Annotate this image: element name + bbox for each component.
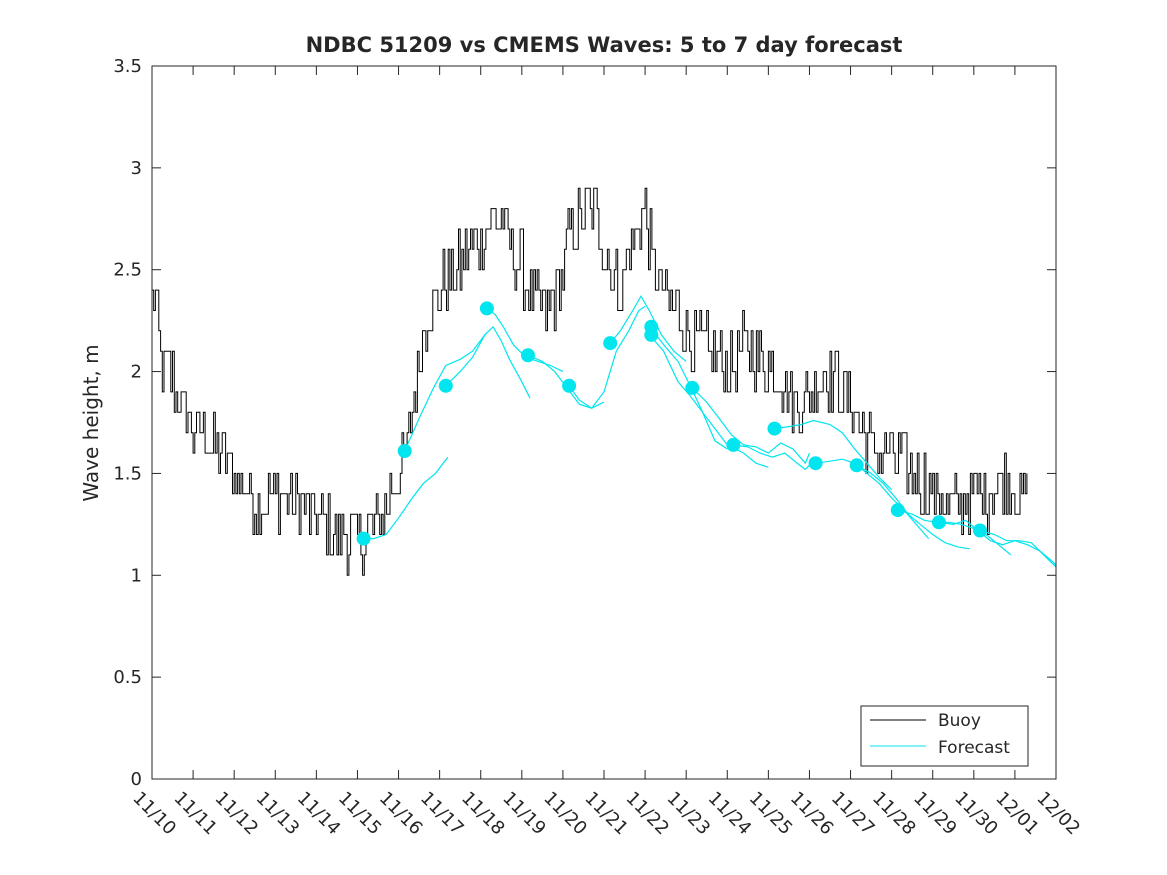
x-tick-label: 11/13 bbox=[252, 788, 304, 840]
x-tick-label: 11/16 bbox=[375, 788, 427, 840]
forecast-start-marker bbox=[603, 336, 618, 351]
forecast-line bbox=[691, 387, 811, 465]
forecast-start-marker bbox=[562, 378, 577, 393]
legend-buoy-label: Buoy bbox=[938, 711, 981, 731]
x-tick-label: 12/02 bbox=[1032, 788, 1084, 840]
forecast-line bbox=[363, 456, 449, 540]
y-tick-label: 1 bbox=[131, 565, 142, 586]
y-tick-label: 3 bbox=[131, 158, 142, 179]
x-tick-label: 11/23 bbox=[663, 788, 715, 840]
forecast-line bbox=[486, 307, 564, 373]
forecast-series-group bbox=[363, 294, 1057, 568]
buoy-line bbox=[152, 187, 1028, 576]
forecast-marker-group bbox=[356, 301, 987, 546]
forecast-start-marker bbox=[931, 515, 946, 530]
x-tick-label: 11/29 bbox=[909, 788, 961, 840]
forecast-line bbox=[733, 444, 819, 471]
plot-background bbox=[152, 66, 1056, 779]
forecast-line bbox=[404, 334, 486, 452]
x-tick-label: 11/18 bbox=[457, 788, 509, 840]
y-tick-label: 2.5 bbox=[113, 260, 142, 281]
x-tick-label: 11/25 bbox=[745, 788, 797, 840]
forecast-start-marker bbox=[521, 348, 535, 363]
forecast-start-marker bbox=[973, 523, 987, 538]
x-tick-label: 11/12 bbox=[211, 788, 263, 840]
y-axis: 0 0.5 1 1.5 2 2.5 3 3.5 bbox=[113, 56, 1056, 790]
x-tick-label: 11/19 bbox=[498, 788, 550, 840]
legend-forecast-label: Forecast bbox=[938, 738, 1010, 758]
x-tick-label: 11/15 bbox=[334, 788, 386, 840]
forecast-line bbox=[979, 529, 1057, 568]
forecast-start-marker bbox=[479, 301, 494, 316]
x-tick-label: 11/21 bbox=[580, 788, 632, 840]
forecast-start-marker bbox=[849, 458, 864, 473]
forecast-start-marker bbox=[644, 327, 659, 342]
forecast-start-marker bbox=[397, 444, 412, 458]
x-tick-label: 11/14 bbox=[293, 788, 345, 840]
forecast-start-marker bbox=[808, 456, 823, 471]
buoy-series bbox=[152, 187, 1028, 576]
x-tick-label: 11/17 bbox=[416, 788, 468, 840]
forecast-start-marker bbox=[726, 437, 741, 452]
forecast-start-marker bbox=[767, 421, 782, 436]
x-tick-label: 11/22 bbox=[622, 788, 674, 840]
y-tick-label: 0.5 bbox=[113, 667, 142, 688]
x-tick-label: 11/11 bbox=[170, 788, 222, 840]
forecast-line bbox=[815, 458, 930, 539]
x-tick-label: 11/24 bbox=[704, 788, 756, 840]
forecast-start-marker bbox=[356, 531, 371, 546]
chart-title: NDBC 51209 vs CMEMS Waves: 5 to 7 day fo… bbox=[306, 33, 903, 57]
forecast-line bbox=[856, 464, 970, 550]
y-tick-label: 0 bbox=[131, 769, 142, 790]
legend: Buoy Forecast bbox=[860, 705, 1029, 767]
x-tick-label: 11/30 bbox=[950, 788, 1002, 840]
forecast-start-marker bbox=[685, 380, 700, 395]
x-tick-label: 11/28 bbox=[868, 788, 920, 840]
x-tick-label: 11/20 bbox=[539, 788, 591, 840]
x-tick-label: 11/10 bbox=[128, 788, 180, 840]
y-axis-label: Wave height, m bbox=[79, 344, 103, 501]
legend-box bbox=[860, 705, 1029, 767]
x-tick-label: 12/01 bbox=[991, 788, 1043, 840]
forecast-start-marker bbox=[890, 503, 905, 518]
forecast-line bbox=[774, 419, 893, 491]
y-tick-label: 3.5 bbox=[113, 56, 142, 77]
x-tick-label: 11/26 bbox=[786, 788, 838, 840]
forecast-line bbox=[445, 325, 531, 399]
forecast-line bbox=[650, 336, 769, 468]
forecast-start-marker bbox=[438, 378, 453, 393]
forecast-line bbox=[609, 294, 687, 362]
forecast-line bbox=[568, 305, 646, 410]
y-tick-label: 2 bbox=[131, 362, 142, 383]
y-tick-label: 1.5 bbox=[113, 463, 142, 484]
x-tick-label: 11/27 bbox=[827, 788, 879, 840]
